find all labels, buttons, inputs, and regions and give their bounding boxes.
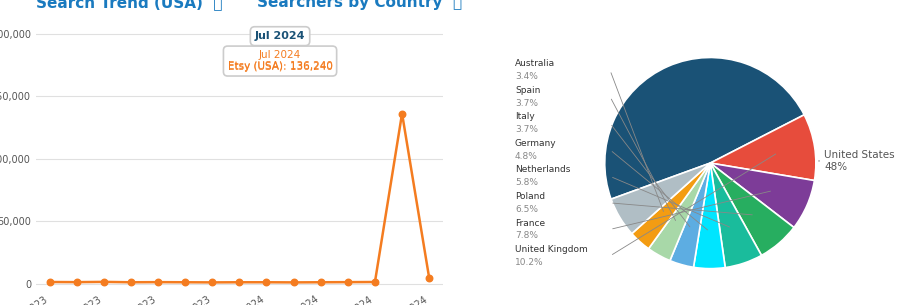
Text: Netherlands: Netherlands <box>515 166 571 174</box>
Point <box>42 280 57 285</box>
Text: 3.4%: 3.4% <box>515 72 538 81</box>
Point <box>286 280 301 285</box>
Wedge shape <box>710 163 794 255</box>
Wedge shape <box>611 163 710 234</box>
Point <box>368 280 382 285</box>
Wedge shape <box>605 57 805 199</box>
Text: Italy: Italy <box>515 113 535 121</box>
Text: 10.2%: 10.2% <box>515 258 544 267</box>
Wedge shape <box>710 163 814 228</box>
Wedge shape <box>694 163 725 269</box>
Text: 7.8%: 7.8% <box>515 231 538 240</box>
Point <box>96 279 111 284</box>
Text: United Kingdom: United Kingdom <box>515 245 588 254</box>
Text: Jul 2024: Jul 2024 <box>255 31 305 41</box>
Text: Jul 2024
Etsy (USA): 136,240: Jul 2024 Etsy (USA): 136,240 <box>228 50 332 72</box>
Text: Spain: Spain <box>515 86 540 95</box>
Point <box>340 280 355 285</box>
Text: Germany: Germany <box>515 139 556 148</box>
Text: Etsy (USA): 136,240: Etsy (USA): 136,240 <box>228 61 332 71</box>
Point <box>69 280 84 285</box>
Text: Searchers by Country  ⓘ: Searchers by Country ⓘ <box>257 0 463 10</box>
Point <box>205 280 220 285</box>
Text: United States
48%: United States 48% <box>824 150 895 172</box>
Text: 4.8%: 4.8% <box>515 152 538 161</box>
Text: Search Trend (USA)  ⓘ: Search Trend (USA) ⓘ <box>36 0 222 10</box>
Point <box>422 275 436 280</box>
Wedge shape <box>649 163 710 260</box>
Text: 6.5%: 6.5% <box>515 205 538 214</box>
Point <box>232 280 247 285</box>
Point <box>395 111 410 116</box>
Wedge shape <box>632 163 710 249</box>
Point <box>151 280 166 285</box>
Text: Australia: Australia <box>515 59 555 68</box>
Point <box>313 280 328 285</box>
Point <box>123 280 138 285</box>
Text: 5.8%: 5.8% <box>515 178 538 187</box>
Point <box>259 280 274 285</box>
Text: Poland: Poland <box>515 192 545 201</box>
Wedge shape <box>710 115 816 181</box>
Wedge shape <box>710 163 761 267</box>
Text: 3.7%: 3.7% <box>515 125 538 134</box>
Point <box>178 280 193 285</box>
Wedge shape <box>670 163 710 267</box>
Text: 3.7%: 3.7% <box>515 99 538 108</box>
Text: France: France <box>515 219 545 228</box>
